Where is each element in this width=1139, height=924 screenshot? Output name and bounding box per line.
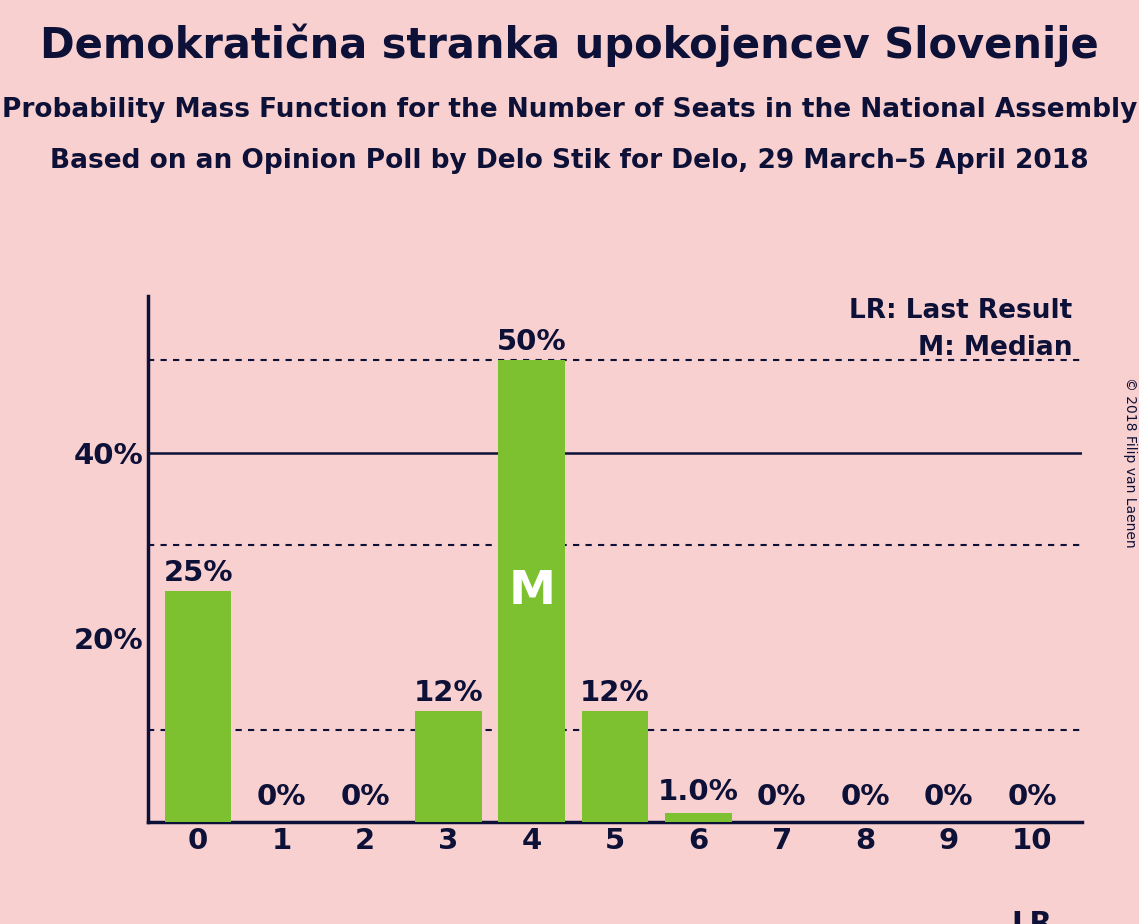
Text: Demokratična stranka upokojencev Slovenije: Demokratična stranka upokojencev Sloveni…: [40, 23, 1099, 67]
Text: 1.0%: 1.0%: [658, 778, 739, 806]
Text: 0%: 0%: [757, 784, 806, 811]
Bar: [165, 591, 231, 822]
Text: LR: LR: [1011, 910, 1052, 924]
Text: 12%: 12%: [413, 679, 483, 707]
Text: 12%: 12%: [580, 679, 650, 707]
Text: 0%: 0%: [256, 784, 306, 811]
Bar: [499, 360, 565, 822]
Text: 0%: 0%: [1007, 784, 1057, 811]
Text: M: Median: M: Median: [918, 335, 1073, 361]
Bar: [582, 711, 648, 822]
Text: Probability Mass Function for the Number of Seats in the National Assembly: Probability Mass Function for the Number…: [2, 97, 1137, 123]
Text: Based on an Opinion Poll by Delo Stik for Delo, 29 March–5 April 2018: Based on an Opinion Poll by Delo Stik fo…: [50, 148, 1089, 174]
Text: 0%: 0%: [924, 784, 974, 811]
Text: 0%: 0%: [341, 784, 390, 811]
Text: LR: Last Result: LR: Last Result: [850, 298, 1073, 324]
Bar: [415, 711, 482, 822]
Bar: [665, 813, 731, 822]
Text: 50%: 50%: [497, 328, 566, 356]
Text: © 2018 Filip van Laenen: © 2018 Filip van Laenen: [1123, 377, 1137, 547]
Text: 0%: 0%: [841, 784, 890, 811]
Text: 25%: 25%: [163, 559, 232, 587]
Text: M: M: [508, 569, 555, 614]
